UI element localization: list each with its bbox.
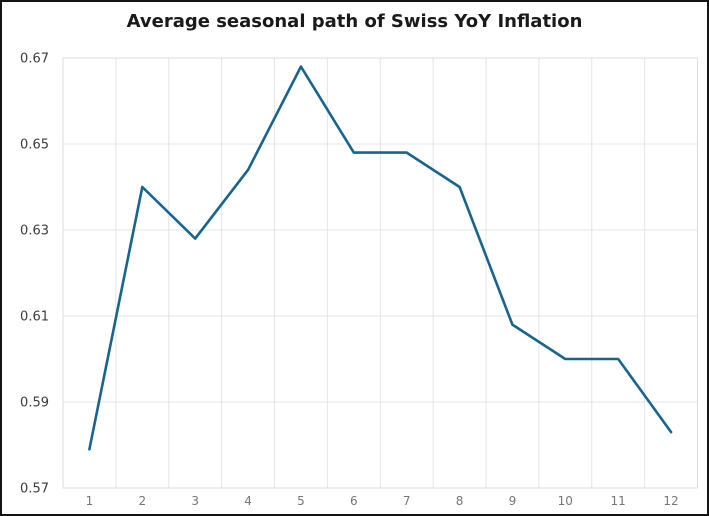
plot-border <box>62 57 698 489</box>
x-tick-label: 11 <box>611 494 626 508</box>
data-line <box>88 65 673 451</box>
y-tick-label: 0.57 <box>20 482 49 497</box>
x-tick-label: 7 <box>403 494 411 508</box>
x-tick-label: 2 <box>138 494 146 508</box>
x-tick-label: 4 <box>244 494 252 508</box>
x-tick-label: 12 <box>663 494 678 508</box>
x-tick-label: 8 <box>456 494 464 508</box>
x-tick-label: 10 <box>558 494 573 508</box>
y-tick-label: 0.63 <box>20 224 49 239</box>
y-tick-label: 0.59 <box>20 396 49 411</box>
x-tick-label: 6 <box>350 494 358 508</box>
y-tick-label: 0.67 <box>20 52 49 67</box>
chart-title: Average seasonal path of Swiss YoY Infla… <box>126 11 583 32</box>
x-tick-label: 9 <box>509 494 517 508</box>
x-tick-label: 3 <box>191 494 199 508</box>
y-tick-label: 0.61 <box>20 310 49 325</box>
x-tick-label: 5 <box>297 494 305 508</box>
y-tick-label: 0.65 <box>20 138 49 153</box>
x-tick-label: 1 <box>86 494 94 508</box>
